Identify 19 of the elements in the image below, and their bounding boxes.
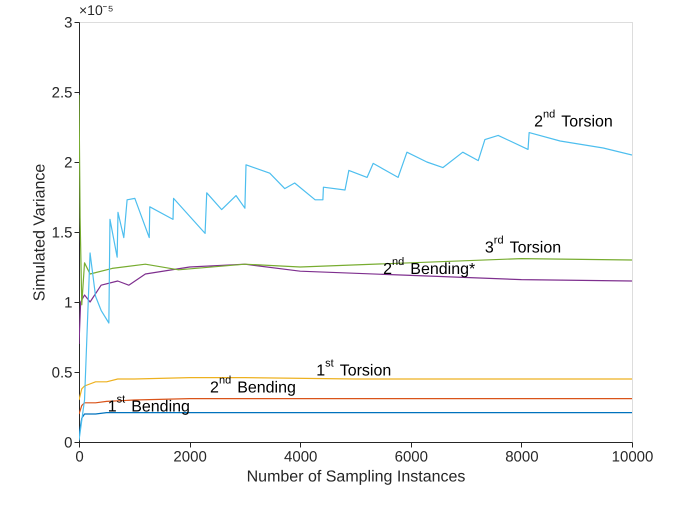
x-tick-label: 8000 (505, 448, 539, 466)
x-tick-label: 2000 (173, 448, 207, 466)
y-tick-label: 0 (64, 434, 72, 452)
y-tick-label: 1.5 (52, 224, 72, 242)
x-tick-label: 6000 (394, 448, 428, 466)
line-series (79, 377, 632, 401)
y-tick-label: 1 (64, 294, 72, 312)
y-tick-label: 0.5 (52, 364, 72, 382)
y-tick-label: 2.5 (52, 84, 72, 102)
y-axis-title: Simulated Variance (32, 164, 49, 302)
line-series (79, 94, 632, 306)
text: ×10⁻⁵ (79, 2, 114, 18)
y-tick-label: 3 (64, 14, 72, 32)
x-tick-label: 0 (75, 448, 84, 466)
y-tick-label: 2 (64, 154, 72, 172)
x-tick-label: 10000 (612, 448, 654, 466)
x-axis-title: Number of Sampling Instances (246, 468, 466, 486)
x-tick-label: 4000 (284, 448, 318, 466)
line-series (79, 264, 632, 345)
